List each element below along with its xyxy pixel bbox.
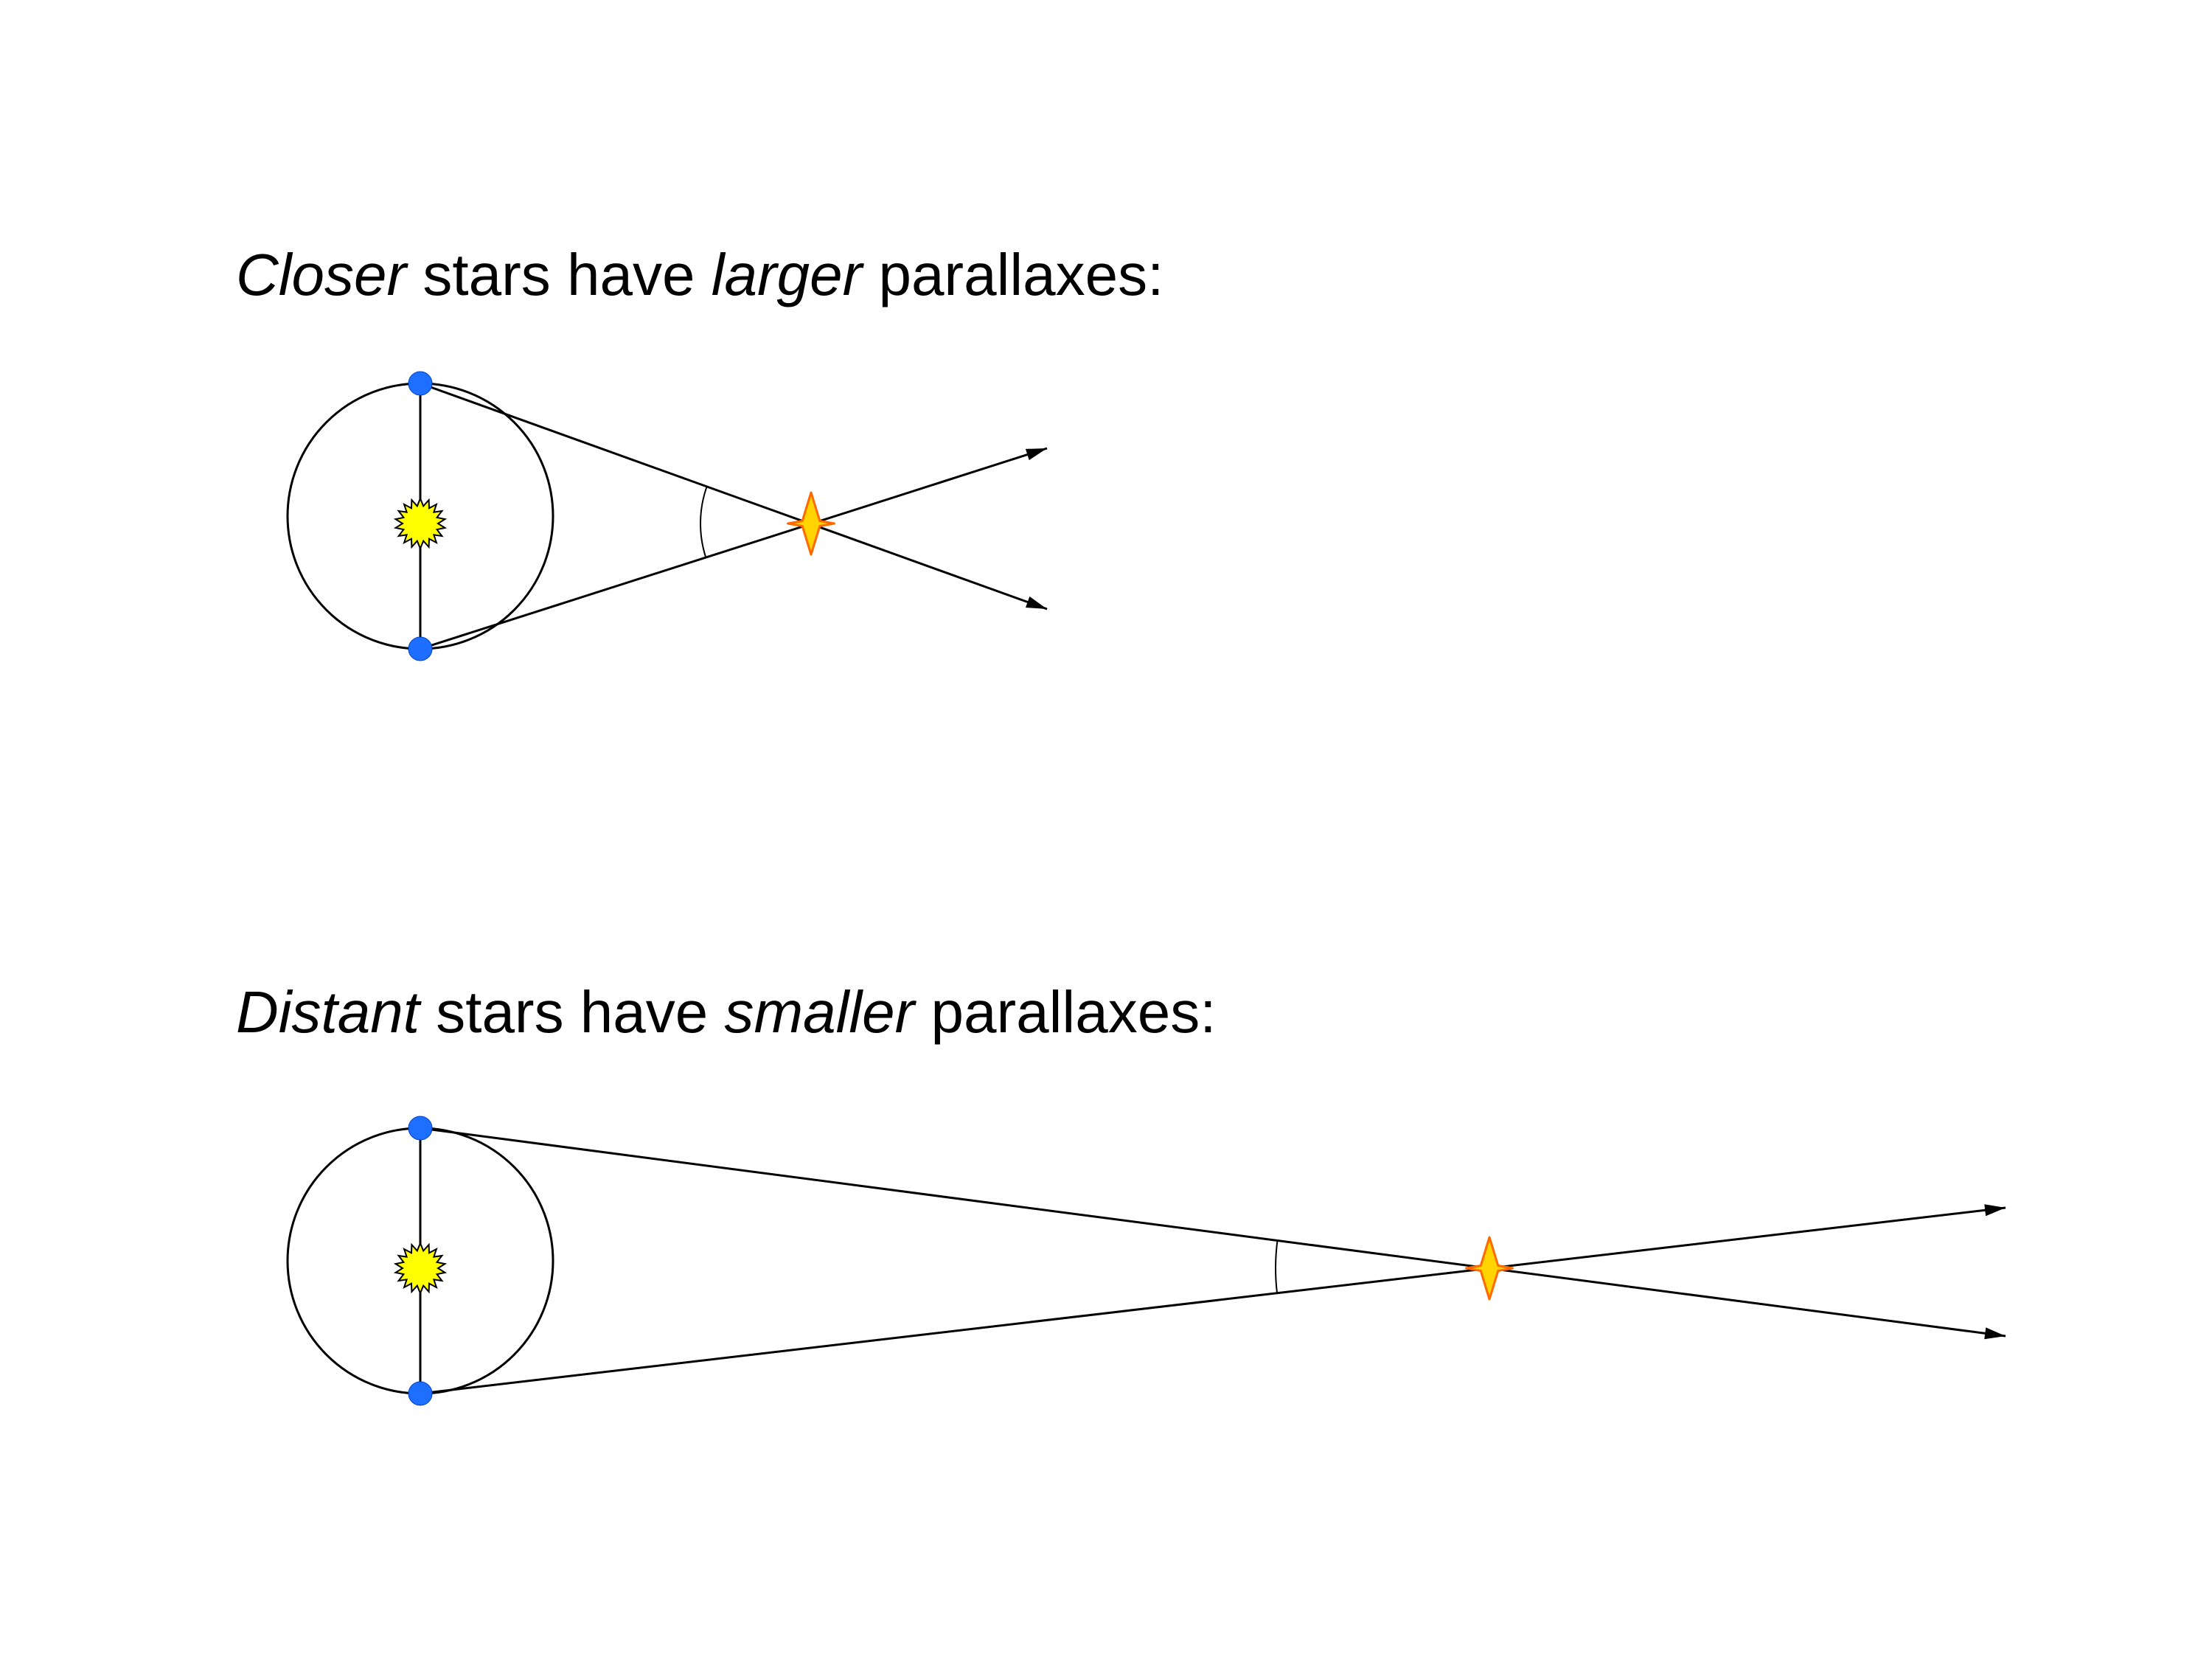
diagram-closer-parallax-arc: [700, 486, 707, 557]
diagram-closer: [288, 372, 1047, 661]
diagram-distant-arrowhead-top: [1984, 1327, 2006, 1339]
diagram-closer-star-icon: [788, 493, 835, 554]
diagram-distant-earth-bottom: [408, 1382, 432, 1405]
diagram-distant: [288, 1116, 2006, 1405]
title-closer: Closer stars have larger parallaxes:: [236, 242, 1164, 307]
diagram-distant-sun-icon: [396, 1243, 445, 1293]
diagram-closer-ray-top: [420, 383, 1047, 609]
diagram-closer-sun-icon: [396, 498, 445, 549]
diagram-distant-arrowhead-bottom: [1984, 1204, 2006, 1216]
diagram-closer-arrowhead-top: [1026, 597, 1047, 609]
diagram-closer-arrowhead-bottom: [1026, 448, 1047, 460]
diagram-closer-earth-top: [408, 372, 432, 395]
parallax-diagram: Closer stars have larger parallaxes: Dist…: [0, 0, 2212, 1659]
diagram-distant-parallax-arc: [1276, 1240, 1277, 1293]
title-distant: Distant stars have smaller parallaxes:: [236, 979, 1216, 1045]
diagram-distant-earth-top: [408, 1116, 432, 1140]
diagram-distant-star-icon: [1467, 1237, 1513, 1299]
diagram-closer-ray-bottom: [420, 448, 1047, 649]
diagram-distant-ray-top: [420, 1128, 2006, 1336]
diagram-closer-earth-bottom: [408, 637, 432, 661]
diagram-distant-ray-bottom: [420, 1208, 2006, 1394]
